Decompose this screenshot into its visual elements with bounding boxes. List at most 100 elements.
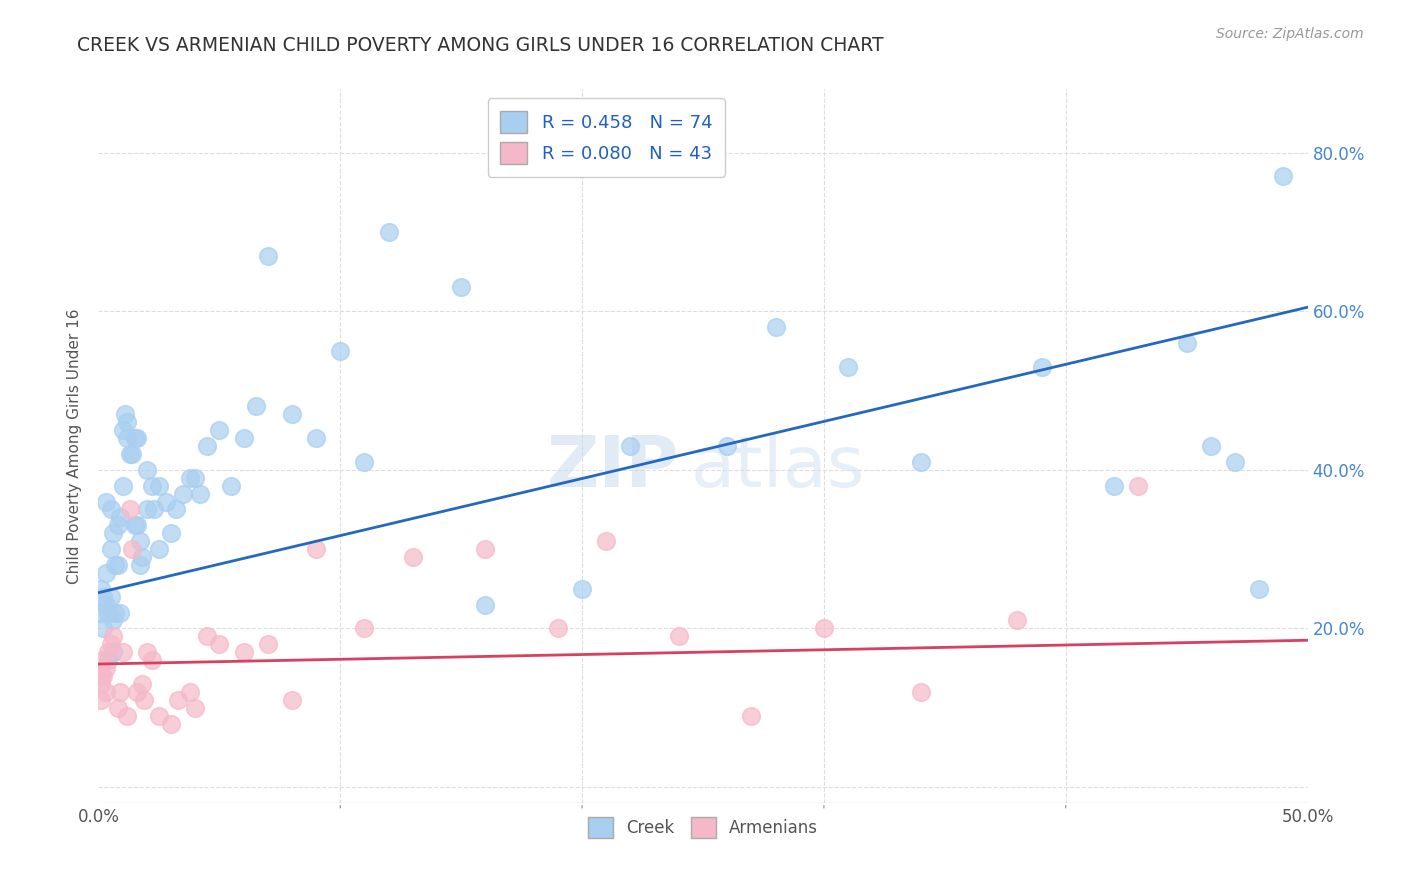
- Point: [619, 439, 641, 453]
- Point: [90, 606, 112, 620]
- Point: [100, 590, 122, 604]
- Point: [221, 478, 243, 492]
- Point: [179, 685, 201, 699]
- Point: [90, 692, 112, 706]
- Point: [108, 685, 131, 699]
- Point: [195, 629, 218, 643]
- Point: [128, 558, 150, 572]
- Point: [128, 534, 150, 549]
- Point: [90, 677, 112, 691]
- Point: [740, 708, 762, 723]
- Point: [90, 669, 112, 683]
- Point: [160, 526, 183, 541]
- Point: [155, 494, 177, 508]
- Point: [208, 637, 231, 651]
- Point: [232, 645, 254, 659]
- Point: [97, 645, 120, 659]
- Point: [104, 558, 127, 572]
- Point: [232, 431, 254, 445]
- Y-axis label: Child Poverty Among Girls Under 16: Child Poverty Among Girls Under 16: [67, 309, 83, 583]
- Point: [118, 447, 141, 461]
- Point: [377, 225, 399, 239]
- Point: [329, 343, 352, 358]
- Point: [195, 439, 218, 453]
- Point: [101, 614, 124, 628]
- Point: [141, 653, 163, 667]
- Point: [135, 502, 157, 516]
- Point: [1249, 582, 1271, 596]
- Text: ZIP: ZIP: [547, 433, 679, 502]
- Point: [135, 645, 157, 659]
- Point: [135, 463, 157, 477]
- Point: [474, 542, 496, 557]
- Point: [101, 645, 124, 659]
- Point: [668, 629, 690, 643]
- Point: [402, 549, 425, 564]
- Point: [547, 621, 569, 635]
- Text: atlas: atlas: [690, 433, 865, 502]
- Point: [595, 534, 617, 549]
- Point: [281, 692, 304, 706]
- Point: [94, 494, 117, 508]
- Point: [94, 566, 117, 580]
- Point: [148, 708, 170, 723]
- Point: [910, 455, 932, 469]
- Point: [281, 407, 304, 421]
- Point: [188, 486, 211, 500]
- Legend: Creek, Armenians: Creek, Armenians: [581, 811, 825, 845]
- Point: [305, 542, 328, 557]
- Point: [1031, 359, 1053, 374]
- Point: [256, 249, 278, 263]
- Point: [571, 582, 593, 596]
- Point: [121, 542, 143, 557]
- Point: [101, 629, 124, 643]
- Point: [127, 518, 149, 533]
- Point: [101, 526, 124, 541]
- Point: [245, 400, 267, 414]
- Point: [450, 280, 472, 294]
- Point: [117, 431, 139, 445]
- Point: [91, 669, 114, 683]
- Point: [353, 455, 375, 469]
- Point: [208, 423, 231, 437]
- Point: [97, 653, 120, 667]
- Point: [94, 598, 117, 612]
- Point: [107, 518, 129, 533]
- Point: [100, 542, 122, 557]
- Point: [100, 637, 122, 651]
- Point: [353, 621, 375, 635]
- Point: [160, 716, 183, 731]
- Point: [94, 685, 117, 699]
- Point: [1272, 169, 1295, 184]
- Point: [90, 582, 112, 596]
- Point: [127, 431, 149, 445]
- Point: [94, 661, 117, 675]
- Point: [131, 677, 153, 691]
- Point: [104, 606, 127, 620]
- Point: [716, 439, 738, 453]
- Point: [837, 359, 859, 374]
- Point: [1199, 439, 1222, 453]
- Point: [117, 708, 139, 723]
- Point: [305, 431, 328, 445]
- Point: [108, 510, 131, 524]
- Point: [474, 598, 496, 612]
- Text: CREEK VS ARMENIAN CHILD POVERTY AMONG GIRLS UNDER 16 CORRELATION CHART: CREEK VS ARMENIAN CHILD POVERTY AMONG GI…: [77, 36, 884, 54]
- Point: [184, 700, 207, 714]
- Point: [124, 518, 146, 533]
- Point: [1007, 614, 1029, 628]
- Point: [813, 621, 835, 635]
- Point: [91, 653, 114, 667]
- Point: [1175, 335, 1198, 350]
- Point: [165, 502, 187, 516]
- Point: [184, 471, 207, 485]
- Point: [143, 502, 166, 516]
- Point: [97, 606, 120, 620]
- Point: [107, 558, 129, 572]
- Point: [131, 549, 153, 564]
- Point: [148, 542, 170, 557]
- Point: [256, 637, 278, 651]
- Point: [91, 590, 114, 604]
- Point: [172, 486, 194, 500]
- Point: [100, 502, 122, 516]
